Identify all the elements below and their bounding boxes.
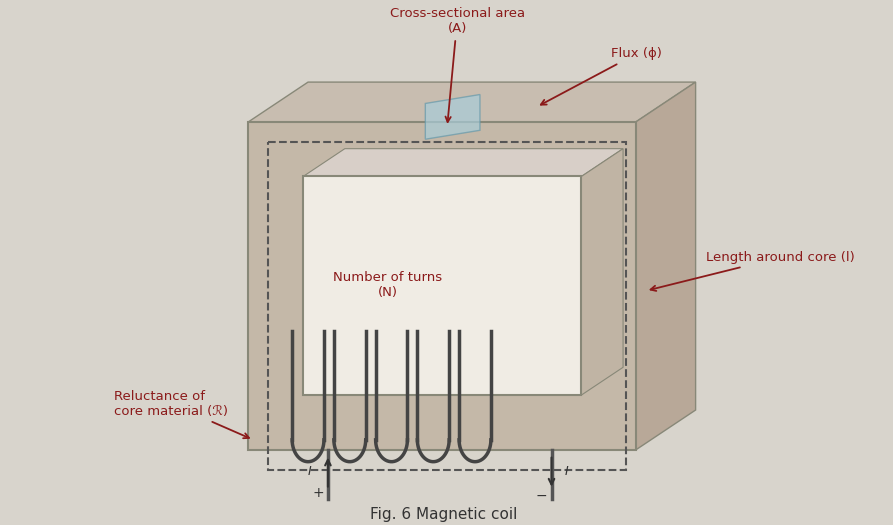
Text: Length around core (l): Length around core (l) (651, 251, 855, 291)
Text: Fig. 6 Magnetic coil: Fig. 6 Magnetic coil (370, 507, 517, 522)
Text: Flux (ϕ): Flux (ϕ) (541, 47, 662, 104)
Polygon shape (425, 94, 480, 139)
Bar (248, 122, 636, 450)
Polygon shape (636, 82, 696, 450)
Polygon shape (248, 82, 696, 122)
Polygon shape (581, 149, 623, 395)
Text: Number of turns
(N): Number of turns (N) (333, 271, 442, 299)
Polygon shape (303, 149, 623, 176)
Text: −: − (536, 488, 547, 502)
Text: I: I (564, 465, 568, 478)
Text: +: + (313, 487, 324, 500)
Text: Reluctance of
core material (ℛ): Reluctance of core material (ℛ) (114, 390, 249, 438)
Bar (268, 142, 626, 470)
Text: Cross-sectional area
(A): Cross-sectional area (A) (389, 7, 525, 122)
Text: I: I (308, 465, 312, 478)
Bar (303, 176, 581, 395)
